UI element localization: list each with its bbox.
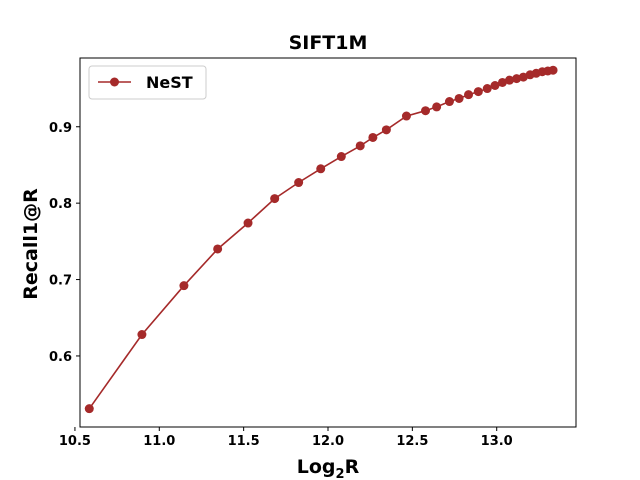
legend-marker	[110, 77, 119, 87]
x-tick-label: 12.5	[396, 434, 428, 449]
y-tick-label: 0.9	[49, 121, 72, 136]
y-axis-ticks: 0.6 0.7 0.8 0.9	[49, 121, 80, 365]
data-point	[270, 194, 280, 204]
data-point	[497, 77, 507, 87]
legend-label: NeST	[146, 73, 193, 92]
data-point	[368, 132, 378, 142]
x-axis-label: Log2R	[297, 456, 360, 480]
data-point	[294, 178, 304, 188]
data-point	[421, 106, 431, 116]
data-point	[243, 218, 253, 228]
x-tick-label: 13.0	[481, 434, 513, 449]
data-point	[316, 164, 326, 174]
data-point	[381, 125, 391, 135]
data-point	[401, 111, 411, 121]
data-point	[432, 102, 442, 112]
y-axis-label: Recall1@R	[20, 188, 42, 300]
data-point	[490, 81, 500, 91]
series-layer	[84, 65, 558, 414]
y-tick-label: 0.6	[49, 350, 72, 365]
chart-title: SIFT1M	[289, 32, 368, 54]
x-tick-label: 11.0	[143, 434, 175, 449]
y-tick-label: 0.7	[49, 274, 72, 289]
plot-area	[79, 57, 577, 428]
data-point	[464, 90, 474, 100]
plot-background	[80, 58, 576, 427]
data-point	[454, 93, 464, 103]
x-axis-ticks: 10.5 11.0 11.5 12.0 12.5 13.0	[59, 427, 513, 449]
data-point	[355, 141, 365, 151]
data-point	[473, 87, 483, 97]
data-point	[179, 281, 189, 291]
x-tick-label: 10.5	[59, 434, 91, 449]
x-tick-label: 11.5	[228, 434, 260, 449]
legend: NeST	[88, 65, 207, 100]
data-point	[505, 75, 515, 85]
x-tick-label: 12.0	[312, 434, 344, 449]
data-point	[444, 97, 454, 107]
x-axis-label-tail: R	[345, 456, 360, 478]
data-point	[84, 404, 94, 414]
data-point	[213, 244, 223, 254]
data-point	[548, 65, 558, 75]
data-point	[482, 84, 492, 94]
y-tick-label: 0.8	[49, 197, 72, 212]
data-point	[336, 152, 346, 162]
legend-box	[88, 65, 207, 100]
x-axis-label-subscript: 2	[336, 467, 345, 480]
x-axis-label-base: Log	[297, 456, 336, 478]
data-point	[137, 330, 147, 340]
data-point	[512, 74, 522, 84]
